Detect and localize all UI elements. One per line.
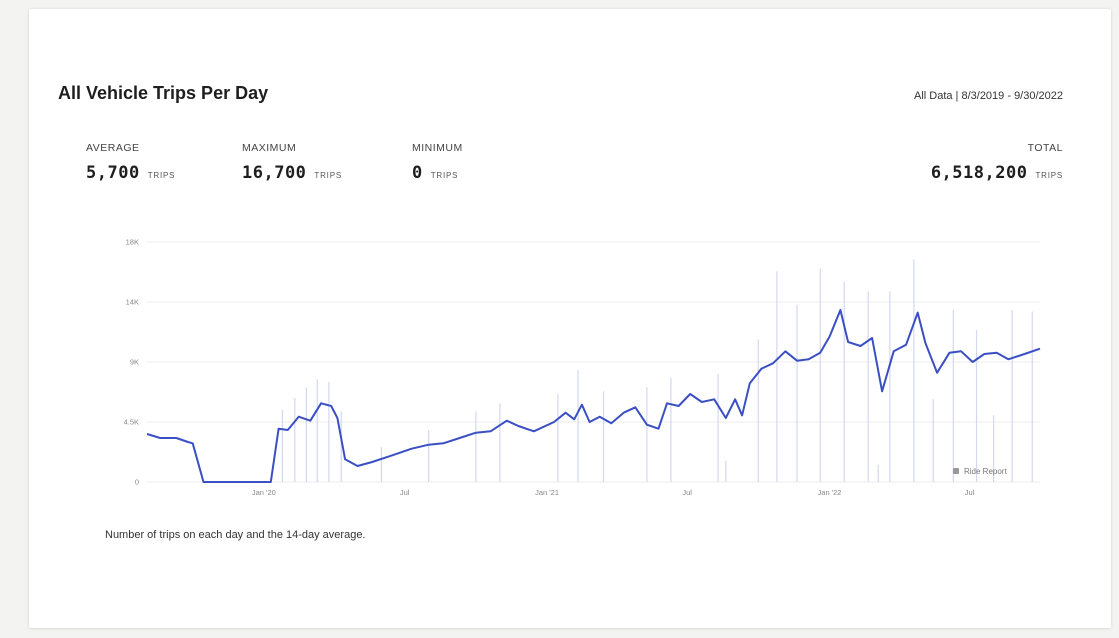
axes: 0 4.5K 9K 14K 18K Jan '20 Jul Jan '21 Jul Jan '22… (124, 238, 975, 498)
x-tick-label: Jan '22 (818, 488, 842, 497)
x-tick-label: Jul (400, 488, 410, 497)
x-tick-label: Jul (965, 488, 975, 497)
average-line (146, 309, 1041, 483)
stat-label: MINIMUM (412, 142, 463, 154)
chart-caption: Number of trips on each day and the 14-d… (105, 529, 366, 541)
grid (147, 241, 1040, 483)
x-tick-label: Jul (682, 488, 692, 497)
stat-total: TOTAL 6,518,200 TRIPS (931, 142, 1063, 183)
stat-unit: TRIPS (314, 171, 342, 180)
y-tick-label: 18K (126, 238, 139, 247)
ride-report-icon (953, 468, 959, 474)
stat-unit: TRIPS (147, 171, 176, 180)
stat-label: TOTAL (1027, 142, 1063, 154)
chart-card (29, 9, 1111, 628)
y-tick-label: 9K (130, 358, 139, 367)
stat-value: 16,700 (242, 163, 307, 183)
x-tick-label: Jan '21 (535, 488, 559, 497)
stat-average: AVERAGE 5,700 TRIPS (86, 142, 175, 183)
x-tick-label: Jan '20 (252, 488, 276, 497)
stat-maximum: MAXIMUM 16,700 TRIPS (242, 142, 342, 183)
stat-unit: TRIPS (430, 171, 459, 180)
y-tick-label: 14K (126, 298, 139, 307)
credit-label: Ride Report (964, 467, 1007, 476)
date-range-label: All Data | 8/3/2019 - 9/30/2022 (913, 90, 1063, 102)
stat-value: 0 (412, 163, 423, 183)
y-tick-label: 0 (135, 478, 139, 487)
stat-label: MAXIMUM (242, 142, 297, 154)
daily-trips-series (281, 259, 1033, 482)
stat-label: AVERAGE (86, 142, 140, 154)
stat-unit: TRIPS (1035, 171, 1063, 180)
stat-value: 5,700 (86, 163, 140, 183)
stat-minimum: MINIMUM 0 TRIPS (412, 142, 463, 183)
y-tick-label: 4.5K (124, 418, 139, 427)
trips-line-chart: 0 4.5K 9K 14K 18K Jan '20 Jul Jan '21 Jul Jan '22… (124, 238, 1041, 498)
stat-value: 6,518,200 (930, 163, 1028, 183)
average-series (146, 309, 1041, 483)
chart-title: All Vehicle Trips Per Day (58, 83, 269, 103)
ride-report-credit: Ride Report (953, 467, 1007, 476)
